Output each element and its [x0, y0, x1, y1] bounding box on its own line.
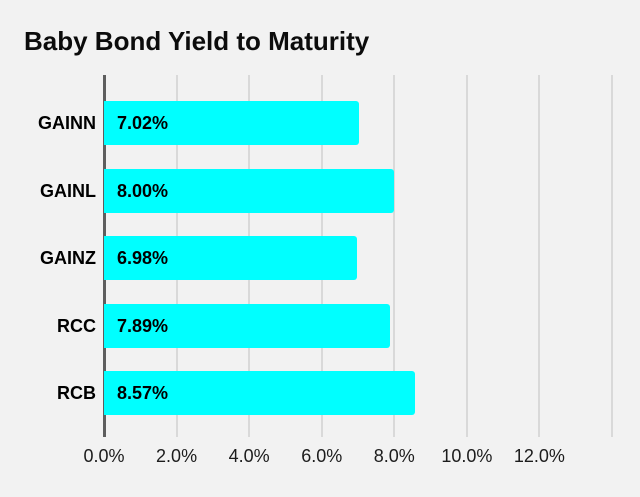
- value-label: 6.98%: [117, 247, 169, 268]
- value-label: 8.57%: [117, 382, 169, 403]
- bar: 6.98%: [104, 236, 357, 280]
- category-label: GAINZ: [40, 248, 96, 268]
- bar-row: RCB 8.57%: [0, 371, 640, 415]
- bar: 7.02%: [104, 101, 359, 145]
- x-tick-label: 4.0%: [228, 446, 270, 466]
- value-label: 8.00%: [117, 180, 169, 201]
- x-tick-label: 8.0%: [373, 446, 415, 466]
- x-tick-label: 6.0%: [301, 446, 343, 466]
- x-tick-label: 12.0%: [513, 446, 565, 466]
- value-label: 7.02%: [117, 112, 169, 133]
- gridline: [393, 75, 396, 437]
- x-tick-label: 0.0%: [83, 446, 125, 466]
- value-label: 7.89%: [117, 315, 169, 336]
- x-tick-label: 10.0%: [441, 446, 493, 466]
- bar: 7.89%: [104, 304, 390, 348]
- gridline: [465, 75, 468, 437]
- chart-title: Baby Bond Yield to Maturity: [24, 26, 370, 56]
- category-label: RCC: [57, 316, 96, 336]
- gridline: [538, 75, 541, 437]
- category-label: RCB: [57, 383, 96, 403]
- x-tick-label: 2.0%: [156, 446, 198, 466]
- gridline: [611, 75, 613, 437]
- bar: 8.57%: [104, 371, 415, 415]
- category-label: GAINN: [38, 113, 96, 133]
- category-label: GAINL: [40, 181, 96, 201]
- bar-row: RCC 7.89%: [0, 304, 640, 348]
- bar-row: GAINN 7.02%: [0, 101, 640, 145]
- bar: 8.00%: [104, 169, 394, 213]
- bar-row: GAINZ 6.98%: [0, 236, 640, 280]
- bar-row: GAINL 8.00%: [0, 169, 640, 213]
